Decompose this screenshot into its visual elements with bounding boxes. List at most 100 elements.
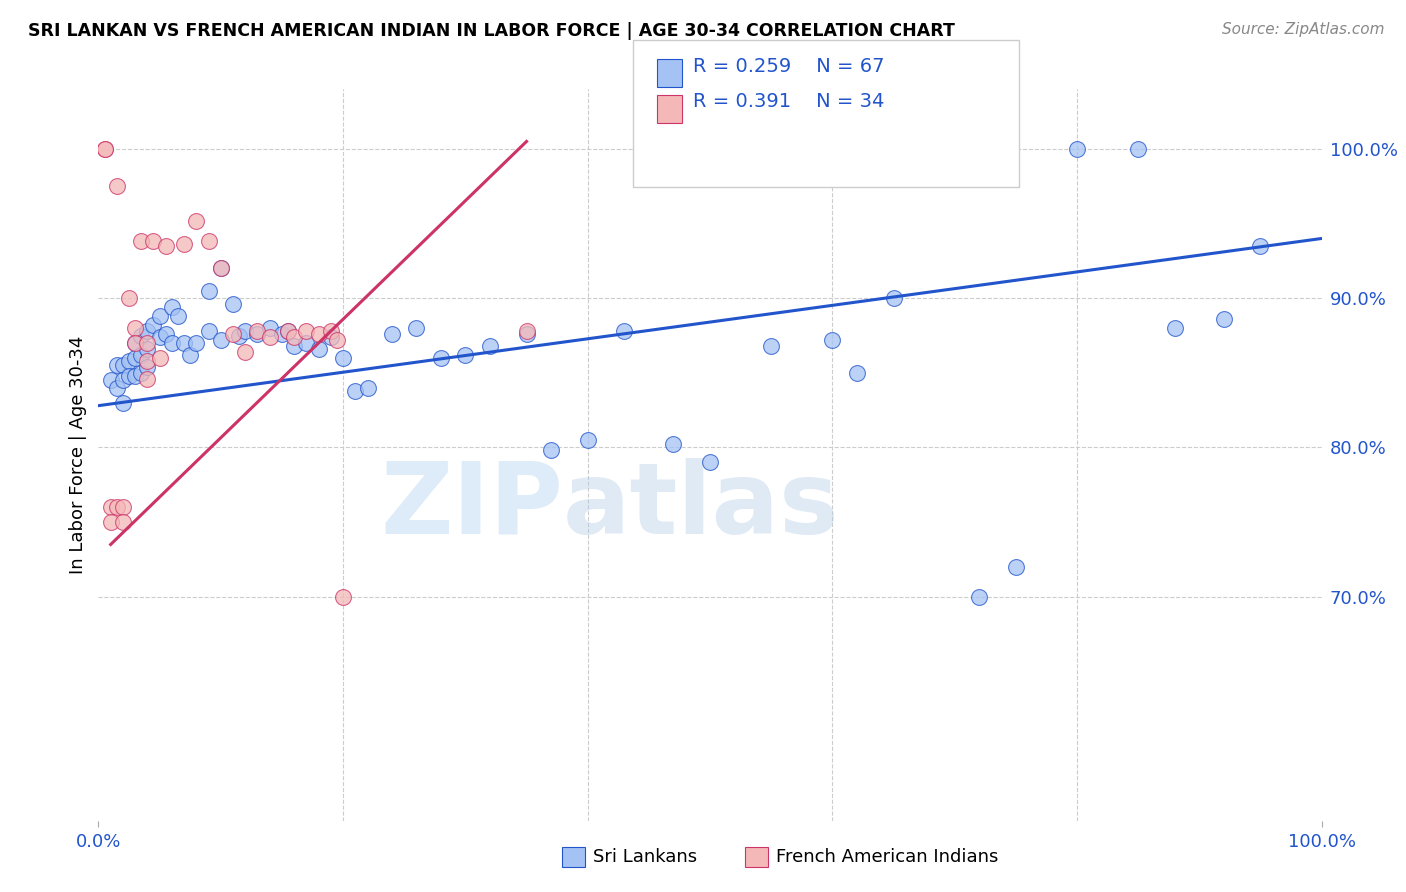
Point [295, 324, 318, 338]
Point [93, 142, 115, 156]
Y-axis label: In Labor Force | Age 30-34: In Labor Force | Age 30-34 [69, 335, 87, 574]
Point [173, 335, 195, 350]
Point [308, 342, 330, 356]
Point [136, 335, 159, 350]
Point [111, 373, 134, 387]
Point [167, 309, 190, 323]
Point [129, 328, 152, 343]
Point [259, 330, 281, 344]
Point [155, 326, 177, 341]
Point [173, 237, 195, 252]
Point [129, 366, 152, 380]
Point [332, 590, 354, 604]
Point [160, 335, 183, 350]
Point [105, 179, 128, 194]
Point [270, 326, 294, 341]
Point [246, 326, 269, 341]
Point [246, 324, 269, 338]
Point [179, 348, 201, 362]
Point [1164, 321, 1187, 335]
Point [662, 437, 685, 451]
Text: Source: ZipAtlas.com: Source: ZipAtlas.com [1222, 22, 1385, 37]
Point [197, 324, 219, 338]
Point [967, 590, 990, 604]
Point [100, 515, 122, 529]
Point [160, 300, 183, 314]
Point [118, 368, 141, 383]
Point [308, 326, 330, 341]
Point [761, 339, 783, 353]
Point [1066, 142, 1088, 156]
Point [105, 500, 128, 515]
Point [142, 235, 165, 249]
Point [576, 433, 599, 447]
Point [540, 443, 562, 458]
Point [478, 339, 501, 353]
Point [821, 333, 844, 347]
Text: R = 0.391    N = 34: R = 0.391 N = 34 [693, 92, 884, 112]
Point [405, 321, 427, 335]
Point [93, 142, 115, 156]
Point [118, 354, 141, 368]
Point [111, 395, 134, 409]
Point [124, 321, 146, 335]
Point [344, 384, 367, 398]
Point [155, 239, 177, 253]
Point [186, 335, 208, 350]
Point [142, 318, 165, 332]
Point [356, 381, 378, 395]
Point [283, 339, 305, 353]
Point [209, 333, 232, 347]
Point [454, 348, 477, 362]
Point [111, 359, 134, 373]
Point [124, 351, 146, 365]
Point [149, 309, 172, 323]
Point [515, 326, 537, 341]
Point [111, 500, 134, 515]
Text: Sri Lankans: Sri Lankans [593, 848, 697, 866]
Point [319, 330, 342, 344]
Point [613, 324, 636, 338]
Point [845, 366, 868, 380]
Point [197, 235, 219, 249]
Point [124, 368, 146, 383]
Point [136, 342, 159, 356]
Point [295, 335, 318, 350]
Point [124, 335, 146, 350]
Point [1004, 560, 1026, 574]
Point [209, 261, 232, 276]
Point [129, 235, 152, 249]
Point [332, 351, 354, 365]
Point [118, 291, 141, 305]
Point [283, 330, 305, 344]
Point [136, 359, 159, 374]
Point [222, 326, 245, 341]
Point [277, 324, 299, 338]
Point [699, 455, 721, 469]
Point [233, 324, 256, 338]
Point [149, 351, 172, 365]
Point [1128, 142, 1150, 156]
Point [105, 359, 128, 373]
Point [430, 351, 453, 365]
Point [136, 324, 159, 338]
Point [222, 297, 245, 311]
Point [233, 345, 256, 359]
Point [326, 333, 349, 347]
Point [186, 213, 208, 227]
Point [197, 284, 219, 298]
Text: SRI LANKAN VS FRENCH AMERICAN INDIAN IN LABOR FORCE | AGE 30-34 CORRELATION CHAR: SRI LANKAN VS FRENCH AMERICAN INDIAN IN … [28, 22, 955, 40]
Point [259, 321, 281, 335]
Point [228, 328, 250, 343]
Point [111, 515, 134, 529]
Point [136, 354, 159, 368]
Point [136, 372, 159, 386]
Point [1249, 239, 1271, 253]
Point [883, 291, 905, 305]
Text: ZIP: ZIP [381, 458, 564, 555]
Point [209, 261, 232, 276]
Point [100, 500, 122, 515]
Text: French American Indians: French American Indians [776, 848, 998, 866]
Point [105, 381, 128, 395]
Text: atlas: atlas [564, 458, 839, 555]
